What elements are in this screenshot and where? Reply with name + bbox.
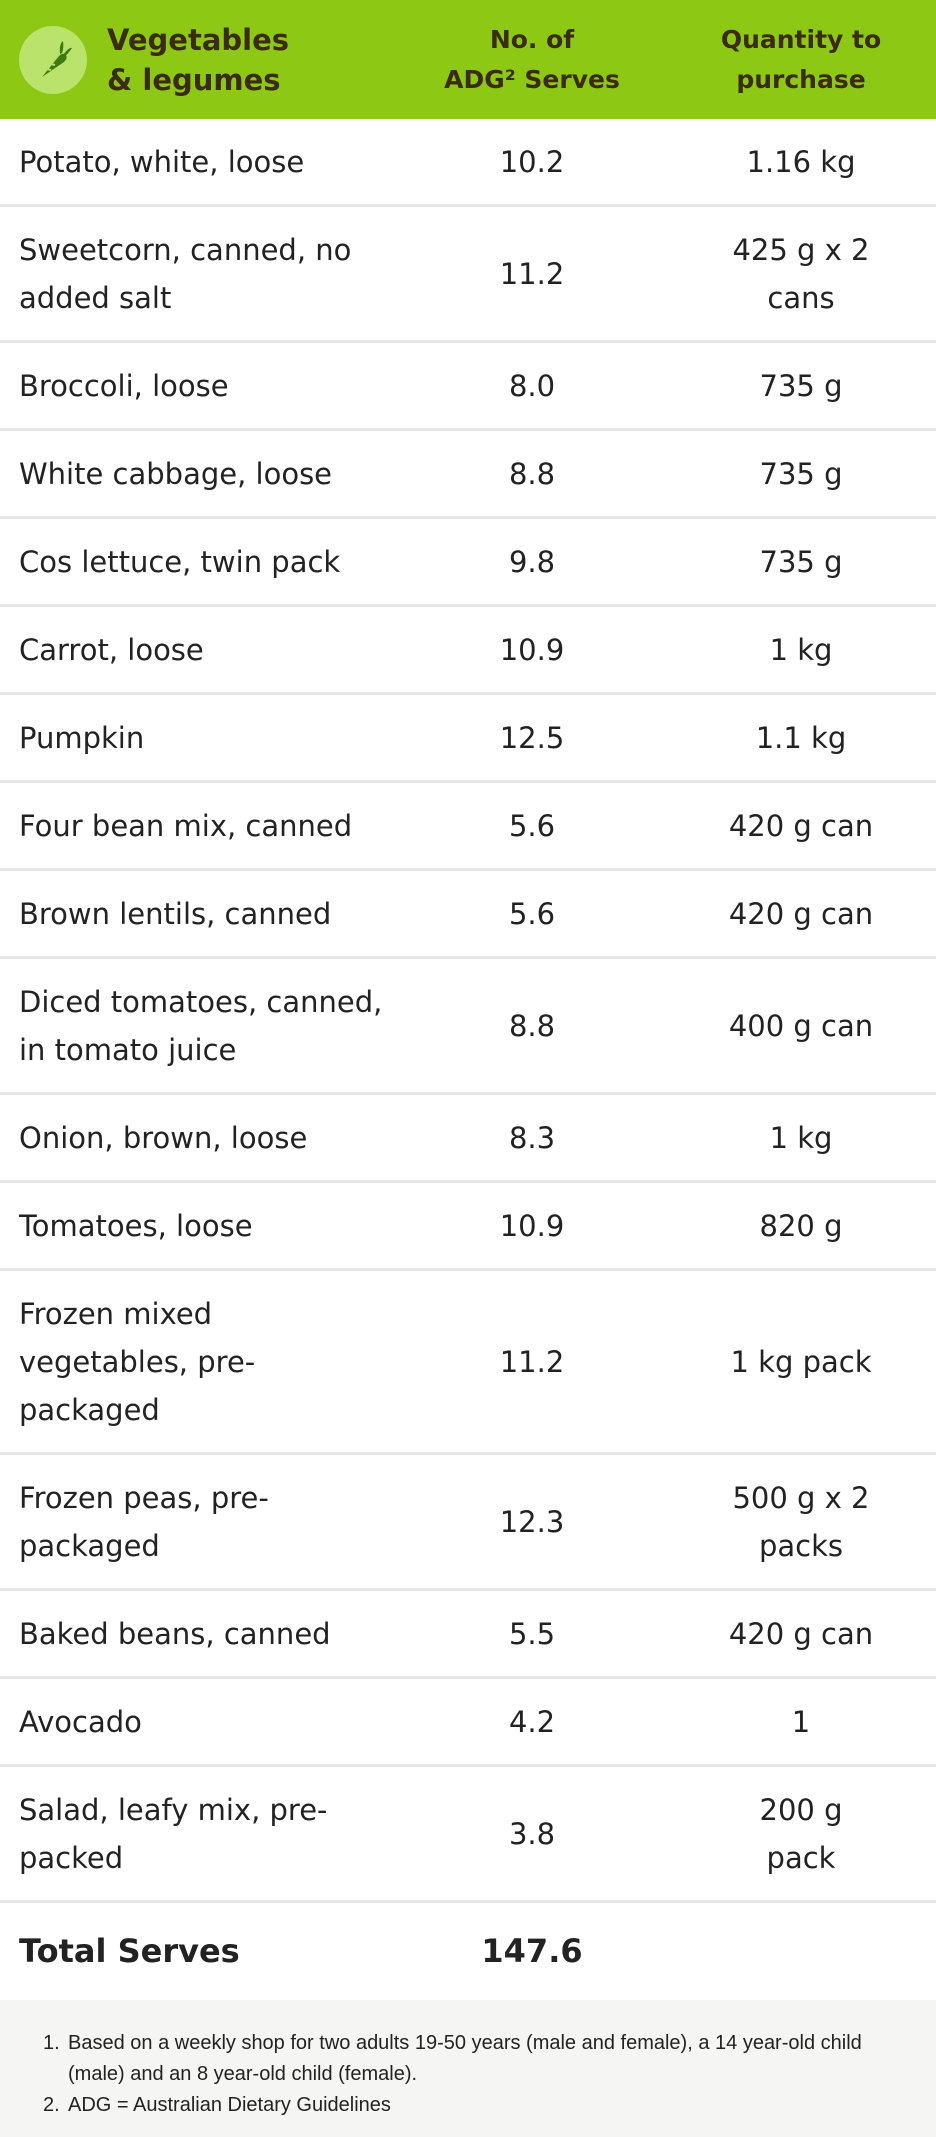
- item-quantity: 420 g can: [728, 896, 874, 931]
- header-serves: No. of ADG² Serves: [398, 20, 666, 100]
- item-quantity: 400 g can: [728, 1008, 874, 1043]
- item-serves: 5.5: [508, 1616, 556, 1651]
- item-name: Frozen mixed vegetables, pre-packaged: [19, 1296, 256, 1427]
- item-name: Four bean mix, canned: [19, 808, 353, 843]
- item-serves: 9.8: [508, 544, 556, 579]
- footnote: 1. Based on a weekly shop for two adults…: [43, 2028, 876, 2090]
- table-row: Frozen mixed vegetables, pre-packaged 11…: [0, 1271, 936, 1455]
- item-quantity: 420 g can: [728, 1616, 874, 1651]
- header-quantity-label: Quantity to purchase: [720, 24, 882, 94]
- footnotes: 1. Based on a weekly shop for two adults…: [0, 2000, 936, 2137]
- item-serves: 8.3: [508, 1120, 556, 1155]
- table-row: Frozen peas, pre-packaged 12.3 500 g x 2…: [0, 1455, 936, 1591]
- item-name: Tomatoes, loose: [19, 1208, 253, 1243]
- item-name: Cos lettuce, twin pack: [19, 544, 341, 579]
- table-row: Diced tomatoes, canned, in tomato juice …: [0, 959, 936, 1095]
- table-row: Four bean mix, canned 5.6 420 g can: [0, 783, 936, 871]
- item-quantity: 820 g: [759, 1208, 843, 1243]
- item-name: Brown lentils, canned: [19, 896, 332, 931]
- item-quantity: 735 g: [759, 544, 843, 579]
- item-serves: 4.2: [508, 1704, 556, 1739]
- item-name: Baked beans, canned: [19, 1616, 331, 1651]
- table-row: Salad, leafy mix, pre-packed 3.8 200 g p…: [0, 1767, 936, 1903]
- footnote-number: 2.: [43, 2094, 60, 2116]
- total-label: Total Serves: [19, 1932, 240, 1970]
- footnote-number: 1.: [43, 2032, 60, 2054]
- item-serves: 12.3: [499, 1504, 565, 1539]
- item-quantity: 500 g x 2 packs: [732, 1480, 870, 1563]
- item-quantity: 1.16 kg: [746, 144, 856, 179]
- item-serves: 5.6: [508, 808, 556, 843]
- item-name: Potato, white, loose: [19, 144, 305, 179]
- item-serves: 8.8: [508, 1008, 556, 1043]
- item-serves: 5.6: [508, 896, 556, 931]
- table-row: Brown lentils, canned 5.6 420 g can: [0, 871, 936, 959]
- item-quantity: 1 kg: [769, 632, 833, 667]
- header-serves-label: No. of ADG² Serves: [444, 24, 620, 94]
- carrot-icon: [19, 25, 87, 94]
- table-row: Sweetcorn, canned, no added salt 11.2 42…: [0, 207, 936, 343]
- table-row: Tomatoes, loose 10.9 820 g: [0, 1183, 936, 1271]
- item-name: Avocado: [19, 1704, 142, 1739]
- footnote-text: Based on a weekly shop for two adults 19…: [68, 2032, 862, 2085]
- table-row: Broccoli, loose 8.0 735 g: [0, 343, 936, 431]
- total-row: Total Serves 147.6: [0, 1903, 936, 1999]
- item-quantity: 425 g x 2 cans: [732, 232, 870, 315]
- header-quantity: Quantity to purchase: [666, 20, 936, 100]
- item-name: Carrot, loose: [19, 632, 204, 667]
- item-serves: 3.8: [508, 1816, 556, 1851]
- table-header: Vegetables & legumes No. of ADG² Serves …: [0, 0, 936, 119]
- table-body: Potato, white, loose 10.2 1.16 kg Sweetc…: [0, 119, 936, 1903]
- table-row: Cos lettuce, twin pack 9.8 735 g: [0, 519, 936, 607]
- table-row: Pumpkin 12.5 1.1 kg: [0, 695, 936, 783]
- footnote: 2. ADG = Australian Dietary Guidelines: [43, 2090, 876, 2121]
- item-quantity: 1: [791, 1704, 811, 1739]
- item-name: Diced tomatoes, canned, in tomato juice: [19, 984, 383, 1067]
- header-category: Vegetables & legumes: [0, 20, 398, 100]
- table-row: Baked beans, canned 5.5 420 g can: [0, 1591, 936, 1679]
- item-serves: 10.9: [499, 632, 565, 667]
- item-serves: 10.2: [499, 144, 565, 179]
- item-name: Salad, leafy mix, pre-packed: [19, 1792, 328, 1875]
- table-row: White cabbage, loose 8.8 735 g: [0, 431, 936, 519]
- footnote-text: ADG = Australian Dietary Guidelines: [68, 2094, 391, 2116]
- table-row: Carrot, loose 10.9 1 kg: [0, 607, 936, 695]
- item-serves: 10.9: [499, 1208, 565, 1243]
- item-quantity: 420 g can: [728, 808, 874, 843]
- item-name: Onion, brown, loose: [19, 1120, 308, 1155]
- item-serves: 11.2: [499, 1344, 565, 1379]
- item-quantity: 735 g: [759, 456, 843, 491]
- table-row: Onion, brown, loose 8.3 1 kg: [0, 1095, 936, 1183]
- item-name: Frozen peas, pre-packaged: [19, 1480, 269, 1563]
- item-quantity: 735 g: [759, 368, 843, 403]
- item-serves: 12.5: [499, 720, 565, 755]
- item-quantity: 200 g pack: [759, 1792, 843, 1875]
- item-quantity: 1 kg: [769, 1120, 833, 1155]
- table-row: Avocado 4.2 1: [0, 1679, 936, 1767]
- item-serves: 8.8: [508, 456, 556, 491]
- item-quantity: 1.1 kg: [755, 720, 847, 755]
- item-serves: 11.2: [499, 256, 565, 291]
- item-serves: 8.0: [508, 368, 556, 403]
- item-name: Sweetcorn, canned, no added salt: [19, 232, 352, 315]
- item-quantity: 1 kg pack: [730, 1344, 872, 1379]
- item-name: White cabbage, loose: [19, 456, 333, 491]
- item-name: Pumpkin: [19, 720, 145, 755]
- table-row: Potato, white, loose 10.2 1.16 kg: [0, 119, 936, 207]
- header-title: Vegetables & legumes: [107, 22, 290, 97]
- item-name: Broccoli, loose: [19, 368, 229, 403]
- total-value: 147.6: [481, 1932, 583, 1970]
